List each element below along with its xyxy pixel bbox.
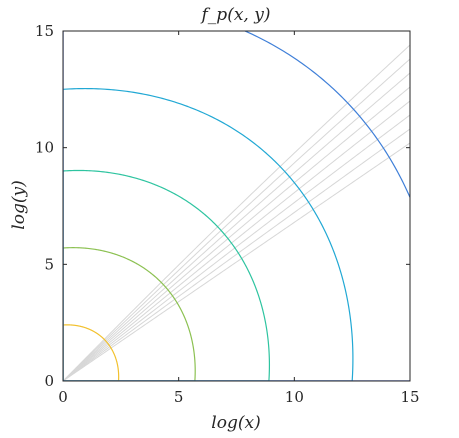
background-curve-1 (63, 142, 410, 381)
contour-line-5 (63, 31, 410, 381)
contour-line-1 (63, 324, 120, 381)
x-tick-label-2: 5 (174, 388, 184, 406)
background-curve-8 (63, 44, 410, 381)
contour-line-2 (63, 247, 196, 381)
background-curve-4 (63, 100, 410, 381)
background-curve-5 (63, 86, 410, 381)
x-tick-label-4: 15 (400, 388, 419, 406)
background-curve-7 (63, 58, 410, 381)
y-axis-label: log(y) (9, 180, 29, 229)
plot-area (63, 31, 410, 381)
background-curve-2 (63, 128, 410, 381)
plot-frame (62, 30, 411, 382)
x-axis-label: log(x) (211, 413, 260, 433)
y-tick-label-3: 10 (35, 139, 54, 157)
y-tick-label-1: 0 (44, 372, 54, 390)
tick-labels: 0 5 10 15 0 5 10 15 (35, 22, 420, 406)
y-tick-label-4: 15 (35, 22, 54, 40)
contour-line-4 (63, 87, 354, 381)
chart-title: f_p(x, y) (200, 5, 271, 25)
background-curve-6 (63, 72, 410, 381)
background-curve-3 (63, 114, 410, 381)
contour-line-3 (63, 169, 271, 381)
axes (62, 30, 411, 382)
x-tick-label-1: 0 (58, 388, 68, 406)
x-tick-label-3: 10 (285, 388, 304, 406)
y-tick-label-2: 5 (44, 255, 54, 273)
